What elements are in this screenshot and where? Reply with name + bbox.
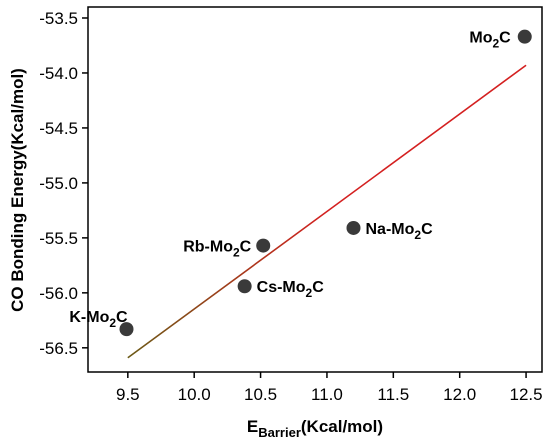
y-axis-title: CO Bonding Energy(Kcal/mol) xyxy=(8,68,27,312)
x-tick-label: 12.5 xyxy=(510,385,543,404)
x-tick-label: 9.5 xyxy=(116,385,140,404)
x-axis: 9.5 10.0 10.5 11.0 11.5 12.0 12.5 xyxy=(116,372,543,404)
y-tick-label: -56.5 xyxy=(39,339,78,358)
data-points xyxy=(119,29,532,337)
data-point xyxy=(517,29,532,44)
x-tick-label: 11.5 xyxy=(377,385,409,404)
data-point xyxy=(256,238,271,253)
point-label: Rb-Mo2C xyxy=(183,239,251,260)
point-labels: K-Mo2C Cs-Mo2C Rb-Mo2C Na-Mo2C Mo2C xyxy=(69,30,511,330)
y-tick-label: -55.5 xyxy=(39,229,78,248)
y-tick-label: -54.0 xyxy=(39,64,78,83)
x-tick-label: 12.0 xyxy=(443,385,476,404)
point-label: Cs-Mo2C xyxy=(257,279,325,300)
plot-frame xyxy=(87,6,543,373)
y-tick-label: -53.5 xyxy=(39,9,78,28)
y-tick-label: -56.0 xyxy=(39,284,78,303)
data-point xyxy=(119,322,134,337)
x-tick-label: 10.5 xyxy=(244,385,277,404)
point-label: Na-Mo2C xyxy=(365,221,433,242)
x-tick-label: 10.0 xyxy=(178,385,211,404)
point-label: Mo2C xyxy=(469,30,511,51)
y-tick-label: -55.0 xyxy=(39,174,78,193)
data-point xyxy=(346,220,361,235)
y-axis: -53.5 -54.0 -54.5 -55.0 -55.5 -56.0 -56.5 xyxy=(39,9,88,358)
regression-line xyxy=(127,64,527,359)
x-tick-label: 11.0 xyxy=(311,385,343,404)
x-axis-title: EBarrier(Kcal/mol) xyxy=(247,417,383,440)
point-label: K-Mo2C xyxy=(69,309,128,330)
y-tick-label: -54.5 xyxy=(39,119,78,138)
data-point xyxy=(237,279,252,294)
